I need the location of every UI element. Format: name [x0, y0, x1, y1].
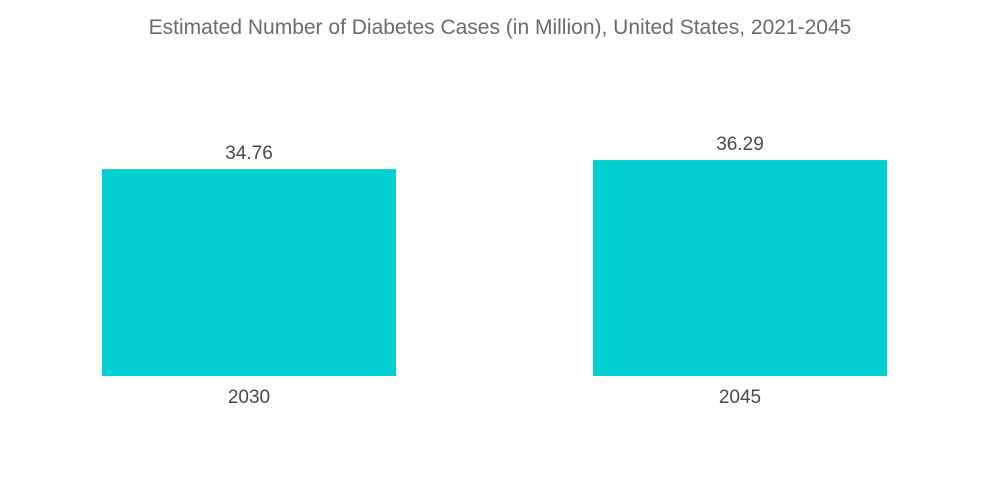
- value-label-2045: 36.29: [716, 134, 764, 155]
- x-tick-label-2030: 2030: [228, 387, 270, 408]
- chart-title: Estimated Number of Diabetes Cases (in M…: [148, 16, 852, 39]
- x-tick-label-2045: 2045: [719, 387, 761, 408]
- value-label-2030: 34.76: [225, 143, 273, 164]
- bars-layer: [102, 160, 887, 376]
- bar-2045: [593, 160, 887, 376]
- labels-layer: 34.76 2030 36.29 2045: [225, 134, 764, 408]
- bar-2030: [102, 169, 396, 376]
